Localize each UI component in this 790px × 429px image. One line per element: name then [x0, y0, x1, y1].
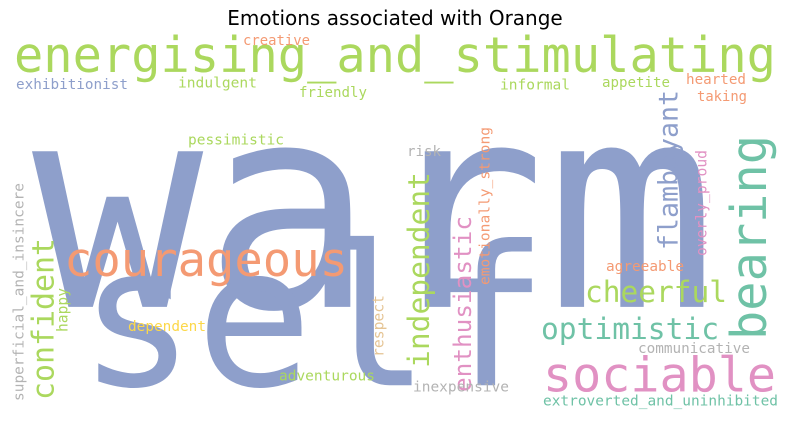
word-sociable: sociable — [543, 348, 776, 404]
word-communicative: communicative — [638, 341, 750, 357]
word-pessimistic: pessimistic — [188, 132, 284, 148]
word-happy: happy — [54, 288, 71, 332]
word-risk: risk — [407, 144, 441, 160]
word-creative: creative — [243, 33, 310, 49]
word-enthusiastic: enthusiastic — [448, 216, 477, 392]
word-respect: respect — [370, 295, 387, 357]
word-extroverted-and-uninhibited: extroverted_and_uninhibited — [543, 393, 778, 409]
word-emotionally-strong: emotionally_strong — [476, 127, 493, 285]
word-flamboyant: flamboyant — [654, 90, 685, 250]
word-bearing: bearing — [722, 135, 778, 340]
word-overly-proud: overly_proud — [693, 150, 710, 256]
word-agreeable: agreeable — [606, 259, 684, 275]
word-adventurous: adventurous — [279, 368, 375, 384]
chart-title: Emotions associated with Orange — [227, 6, 563, 30]
word-warm: warm — [32, 44, 717, 375]
word-energising-and-stimulating: energising_and_stimulating — [14, 28, 776, 84]
word-inexpensive: inexpensive — [413, 379, 509, 395]
word-independent: independent — [402, 172, 436, 368]
word-indulgent: indulgent — [178, 74, 257, 91]
word-exhibitionist: exhibitionist — [16, 77, 128, 93]
word-courageous: courageous — [64, 233, 348, 288]
word-self: self — [78, 205, 548, 429]
word-appetite: appetite — [602, 75, 670, 91]
word-confident: confident — [26, 238, 61, 400]
word-hearted: hearted — [686, 72, 746, 88]
word-cheerful: cheerful — [585, 275, 727, 309]
word-optimistic: optimistic — [541, 312, 719, 346]
word-friendly: friendly — [299, 85, 367, 101]
word-dependent: dependent — [128, 319, 206, 335]
word-informal: informal — [500, 77, 570, 93]
word-taking: taking — [697, 89, 747, 105]
word-superficial-and-insincere: superficial_and_insincere — [11, 183, 27, 401]
